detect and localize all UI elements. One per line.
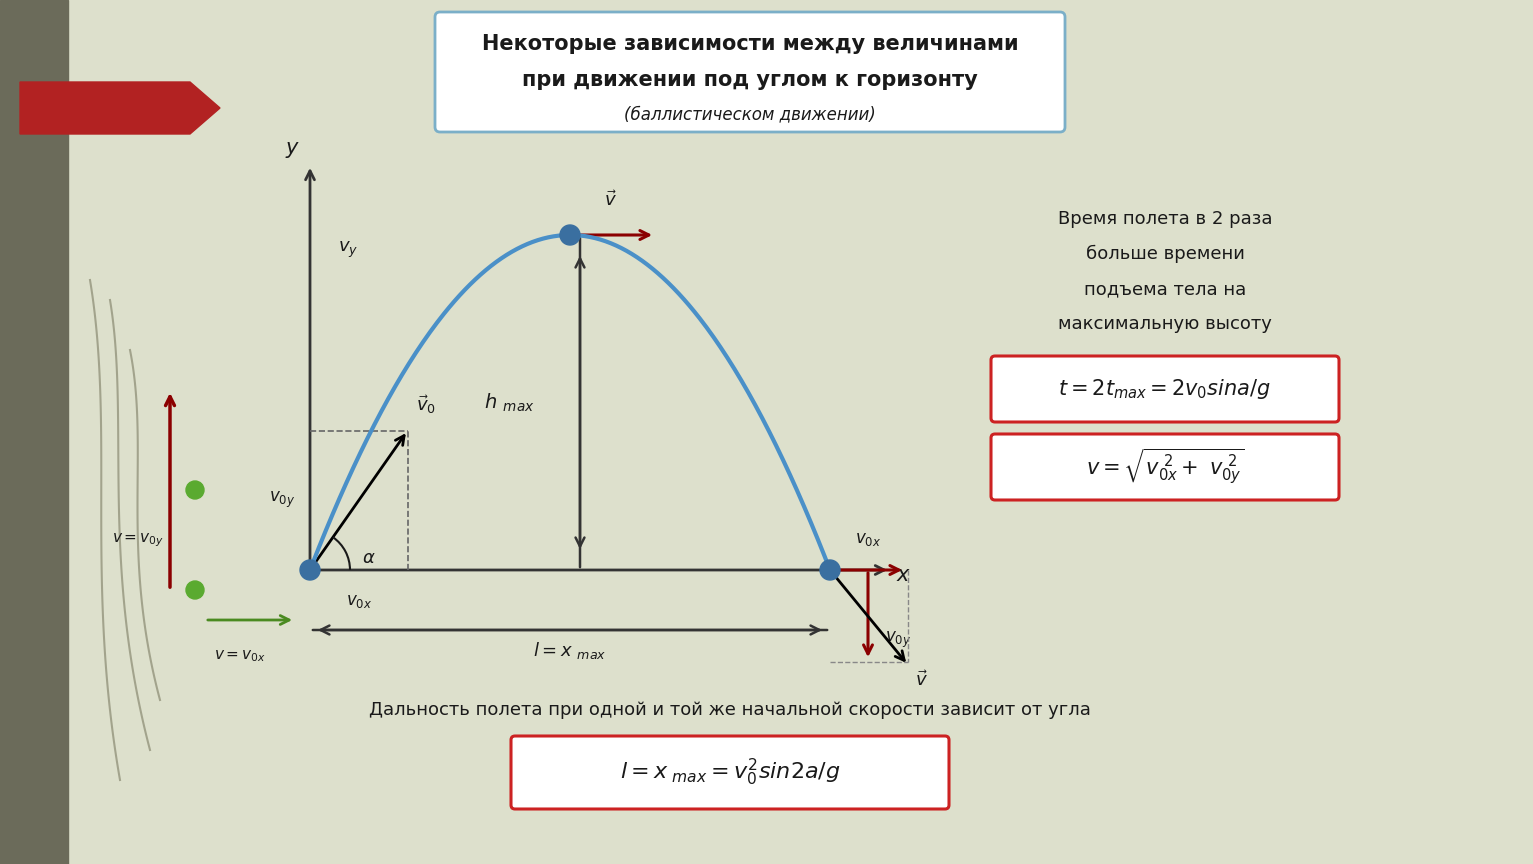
Text: $v_{0x}$: $v_{0x}$ <box>855 530 881 548</box>
FancyBboxPatch shape <box>990 434 1338 500</box>
Circle shape <box>185 581 204 599</box>
Text: Некоторые зависимости между величинами: Некоторые зависимости между величинами <box>481 34 1018 54</box>
Text: максимальную высоту: максимальную высоту <box>1058 315 1272 333</box>
FancyBboxPatch shape <box>510 736 949 809</box>
Circle shape <box>820 560 840 580</box>
Text: $\vec{v}_0$: $\vec{v}_0$ <box>415 393 435 416</box>
Text: $v_{0y}$: $v_{0y}$ <box>268 490 294 511</box>
Text: $\vec{v}$: $\vec{v}$ <box>915 670 927 689</box>
Text: $\alpha$: $\alpha$ <box>362 549 376 567</box>
Text: $v_{0y}$: $v_{0y}$ <box>885 630 911 650</box>
Circle shape <box>560 225 579 245</box>
Text: $v_y$: $v_y$ <box>337 240 359 260</box>
Text: x: x <box>897 565 909 585</box>
Text: подъема тела на: подъема тела на <box>1084 280 1246 298</box>
Text: больше времени: больше времени <box>1085 245 1245 264</box>
Bar <box>0 0 67 864</box>
Text: при движении под углом к горизонту: при движении под углом к горизонту <box>523 70 978 90</box>
Text: $h\ _{max}$: $h\ _{max}$ <box>484 391 535 414</box>
Text: (баллистическом движении): (баллистическом движении) <box>624 105 875 123</box>
Text: $v =\sqrt{v_{0x}^{\ 2}+\ v_{0y}^{\ 2}}$: $v =\sqrt{v_{0x}^{\ 2}+\ v_{0y}^{\ 2}}$ <box>1085 447 1245 487</box>
Text: $v=v_{0x}$: $v=v_{0x}$ <box>215 648 265 664</box>
Text: Дальность полета при одной и той же начальной скорости зависит от угла: Дальность полета при одной и той же нача… <box>369 701 1091 719</box>
Text: $v=v_{0y}$: $v=v_{0y}$ <box>112 531 164 549</box>
Text: $l = x_{\ max}= v_0^2sin2a /g$: $l = x_{\ max}= v_0^2sin2a /g$ <box>619 757 840 788</box>
FancyBboxPatch shape <box>990 356 1338 422</box>
Text: y: y <box>285 138 299 158</box>
Circle shape <box>300 560 320 580</box>
Circle shape <box>185 481 204 499</box>
Text: $l = x\ _{max}$: $l = x\ _{max}$ <box>533 640 607 661</box>
Polygon shape <box>20 82 221 134</box>
Text: $v_{0x}$: $v_{0x}$ <box>345 592 373 610</box>
FancyBboxPatch shape <box>435 12 1065 132</box>
Text: $\vec{v}$: $\vec{v}$ <box>604 190 616 210</box>
Text: Время полета в 2 раза: Время полета в 2 раза <box>1058 210 1272 228</box>
Text: $t= 2t_{max} = 2v_0sina/g$: $t= 2t_{max} = 2v_0sina/g$ <box>1058 377 1271 401</box>
